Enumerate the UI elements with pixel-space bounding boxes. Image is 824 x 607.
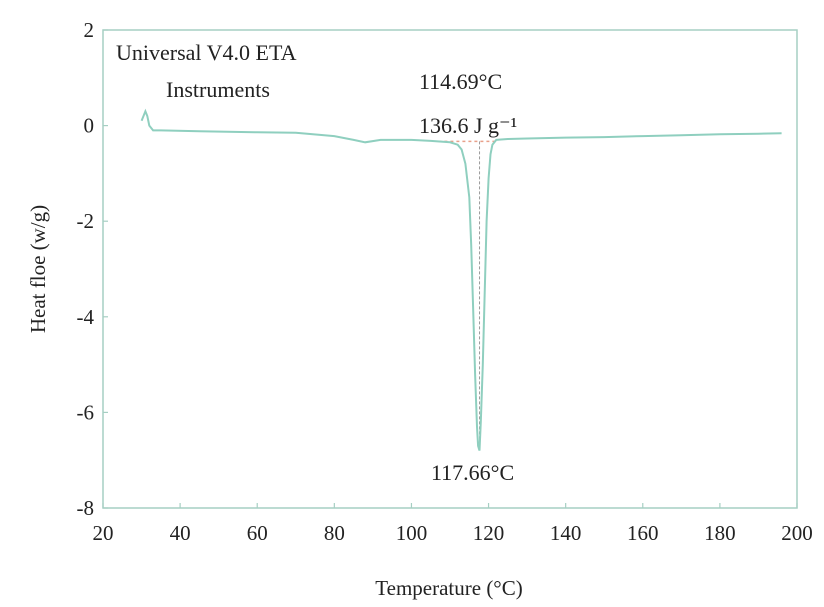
x-tick-label: 60 <box>247 521 268 545</box>
y-tick-label: 0 <box>84 114 95 138</box>
y-axis: 2 0 -2 -4 -6 -8 <box>77 18 108 520</box>
y-tick-label: -6 <box>77 400 95 424</box>
plot-frame <box>102 29 798 509</box>
y-tick-label: -2 <box>77 209 95 233</box>
x-tick-label: 120 <box>473 521 505 545</box>
x-tick-label: 80 <box>324 521 345 545</box>
x-tick-label: 20 <box>93 521 114 545</box>
x-axis: 20 40 60 80 100 120 140 160 180 200 <box>93 503 813 545</box>
annotation-peak-temperature: 117.66°C <box>431 460 514 485</box>
annotation-enthalpy: 136.6 J g⁻¹ <box>419 113 517 138</box>
y-axis-title: Heat floe (w/g) <box>26 205 50 333</box>
annotation-onset-temperature: 114.69°C <box>419 69 502 94</box>
x-tick-label: 100 <box>396 521 428 545</box>
x-tick-label: 140 <box>550 521 582 545</box>
y-tick-label: -8 <box>77 496 95 520</box>
annotation-instrument: Universal V4.0 ETA <box>116 40 297 65</box>
x-tick-label: 180 <box>704 521 736 545</box>
y-tick-label: -4 <box>77 305 95 329</box>
y-tick-label: 2 <box>84 18 95 42</box>
x-tick-label: 200 <box>781 521 813 545</box>
annotation-instrument-2: Instruments <box>166 77 270 102</box>
heat-flow-curve <box>140 108 782 451</box>
x-tick-label: 40 <box>170 521 191 545</box>
x-tick-label: 160 <box>627 521 659 545</box>
x-axis-title: Temperature (°C) <box>375 576 522 600</box>
